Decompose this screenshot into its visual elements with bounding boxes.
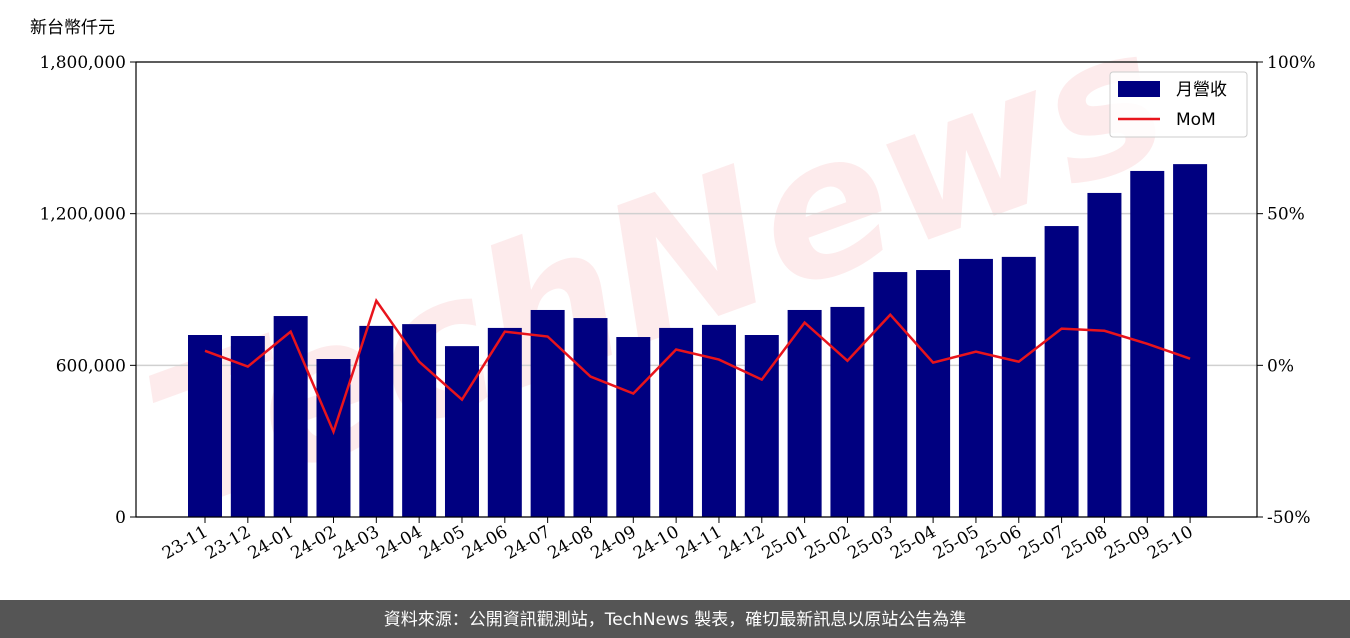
x-tick-label: 24-12	[716, 522, 768, 564]
x-tick-label: 25-08	[1058, 522, 1110, 564]
x-tick-label: 24-09	[587, 522, 639, 564]
line	[204, 297, 1191, 436]
bar	[1044, 226, 1079, 517]
footer-bar	[0, 600, 1350, 638]
x-tick-label: 25-04	[887, 522, 939, 564]
bar	[316, 359, 351, 517]
x-tick-label: 24-03	[330, 522, 382, 564]
x-tick-label: 25-05	[930, 522, 982, 564]
legend-swatch	[1118, 81, 1160, 97]
x-tick-label: 24-04	[373, 522, 425, 564]
footer-text: 資料來源：公開資訊觀測站，TechNews 製表，確切最新訊息以原站公告為準	[384, 610, 966, 630]
bar	[1001, 256, 1036, 517]
plot-frame	[135, 61, 1258, 518]
x-tick-label: 25-10	[1144, 522, 1196, 564]
y2-tick-label: 0%	[1267, 356, 1294, 376]
y-tick-label: 1,200,000	[39, 205, 126, 225]
y-axis-label: 新台幣仟元	[30, 18, 115, 38]
y-tick-label: 1,800,000	[39, 53, 126, 73]
y2-tick-label: 50%	[1267, 205, 1305, 225]
bar	[273, 316, 308, 517]
x-tick-label: 25-01	[759, 522, 811, 564]
bar	[873, 272, 908, 517]
bar	[787, 309, 822, 517]
bar	[1173, 164, 1208, 517]
bar	[444, 346, 479, 517]
bar	[402, 324, 437, 517]
x-tick-label: 25-07	[1016, 522, 1068, 564]
x-tick-label: 23-11	[159, 522, 211, 564]
x-tick-label: 25-06	[973, 522, 1025, 564]
legend-label: 月營收	[1176, 80, 1227, 100]
bar	[701, 324, 736, 517]
x-tick-label: 25-09	[1101, 522, 1153, 564]
x-tick-label: 24-06	[459, 522, 511, 564]
bar	[958, 258, 993, 517]
bar	[916, 270, 951, 517]
x-tick-label: 25-03	[844, 522, 896, 564]
bar	[830, 306, 865, 517]
bar	[573, 318, 608, 517]
y-tick-label: 0	[115, 508, 126, 528]
x-tick-label: 24-11	[673, 522, 725, 564]
bar	[487, 327, 522, 517]
bar	[188, 335, 222, 517]
y2-tick-label: 100%	[1267, 53, 1316, 73]
bar	[616, 337, 651, 517]
x-tick-label: 24-02	[288, 522, 340, 564]
bar	[530, 309, 565, 517]
bar	[659, 327, 694, 517]
y2-tick-label: -50%	[1267, 508, 1311, 528]
x-tick-label: 24-08	[545, 522, 597, 564]
x-tick-label: 25-02	[802, 522, 854, 564]
x-tick-label: 24-05	[416, 522, 468, 564]
x-tick-label: 24-10	[630, 522, 682, 564]
x-tick-label: 24-07	[502, 522, 554, 564]
bar	[1087, 192, 1122, 517]
legend-label: MoM	[1176, 110, 1216, 130]
y-tick-label: 600,000	[56, 356, 126, 376]
bar	[359, 325, 394, 517]
